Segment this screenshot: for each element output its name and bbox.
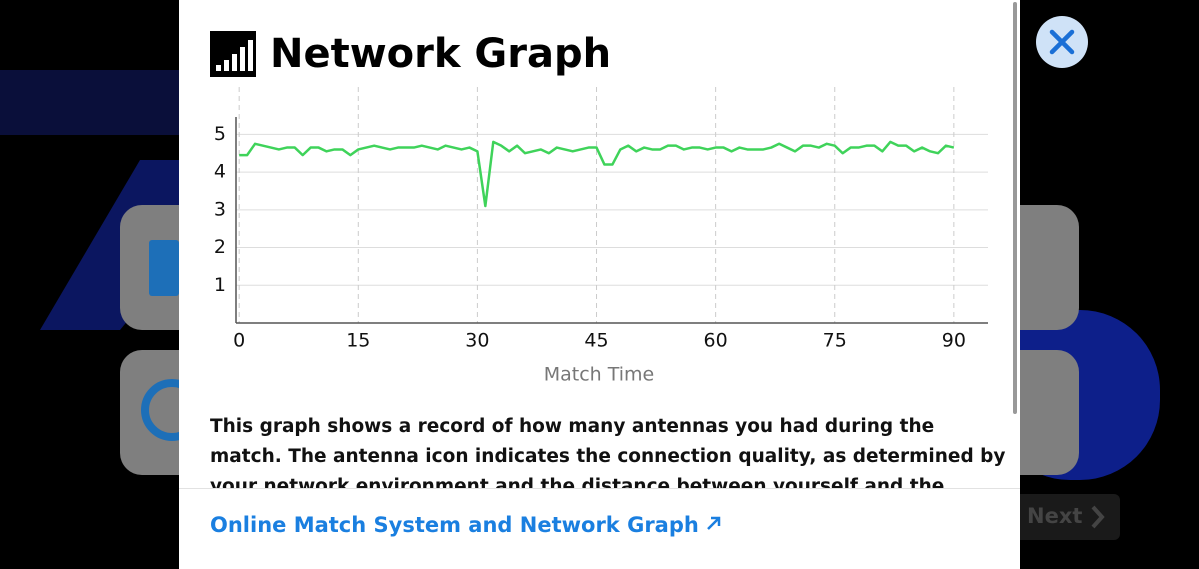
x-tick-label: 15 — [346, 330, 370, 352]
scrollbar — [1013, 2, 1017, 414]
x-tick-label: 60 — [704, 330, 728, 352]
description: This graph shows a record of how many an… — [210, 416, 1006, 488]
x-tick-label: 30 — [465, 330, 489, 352]
y-tick-label: 2 — [214, 236, 226, 258]
x-axis-label: Match Time — [544, 364, 655, 386]
next-label[interactable]: Next — [1027, 504, 1083, 528]
x-tick-label: 90 — [942, 330, 966, 352]
y-tick-label: 4 — [214, 161, 226, 183]
link-text[interactable]: Online Match System and Network Graph — [210, 513, 699, 537]
y-tick-label: 1 — [214, 274, 226, 296]
y-tick-label: 3 — [214, 198, 226, 220]
footer — [179, 488, 1020, 569]
x-tick-label: 75 — [823, 330, 847, 352]
x-tick-label: 0 — [233, 330, 245, 352]
series-line — [239, 140, 955, 208]
help-link[interactable]: Online Match System and Network Graph — [210, 513, 723, 537]
title: Network Graph — [270, 31, 611, 77]
modal — [179, 0, 1020, 568]
external-icon — [706, 516, 721, 530]
x-tick-label: 45 — [584, 330, 608, 352]
y-tick-label: 5 — [214, 123, 226, 145]
next-button[interactable] — [1012, 494, 1120, 540]
